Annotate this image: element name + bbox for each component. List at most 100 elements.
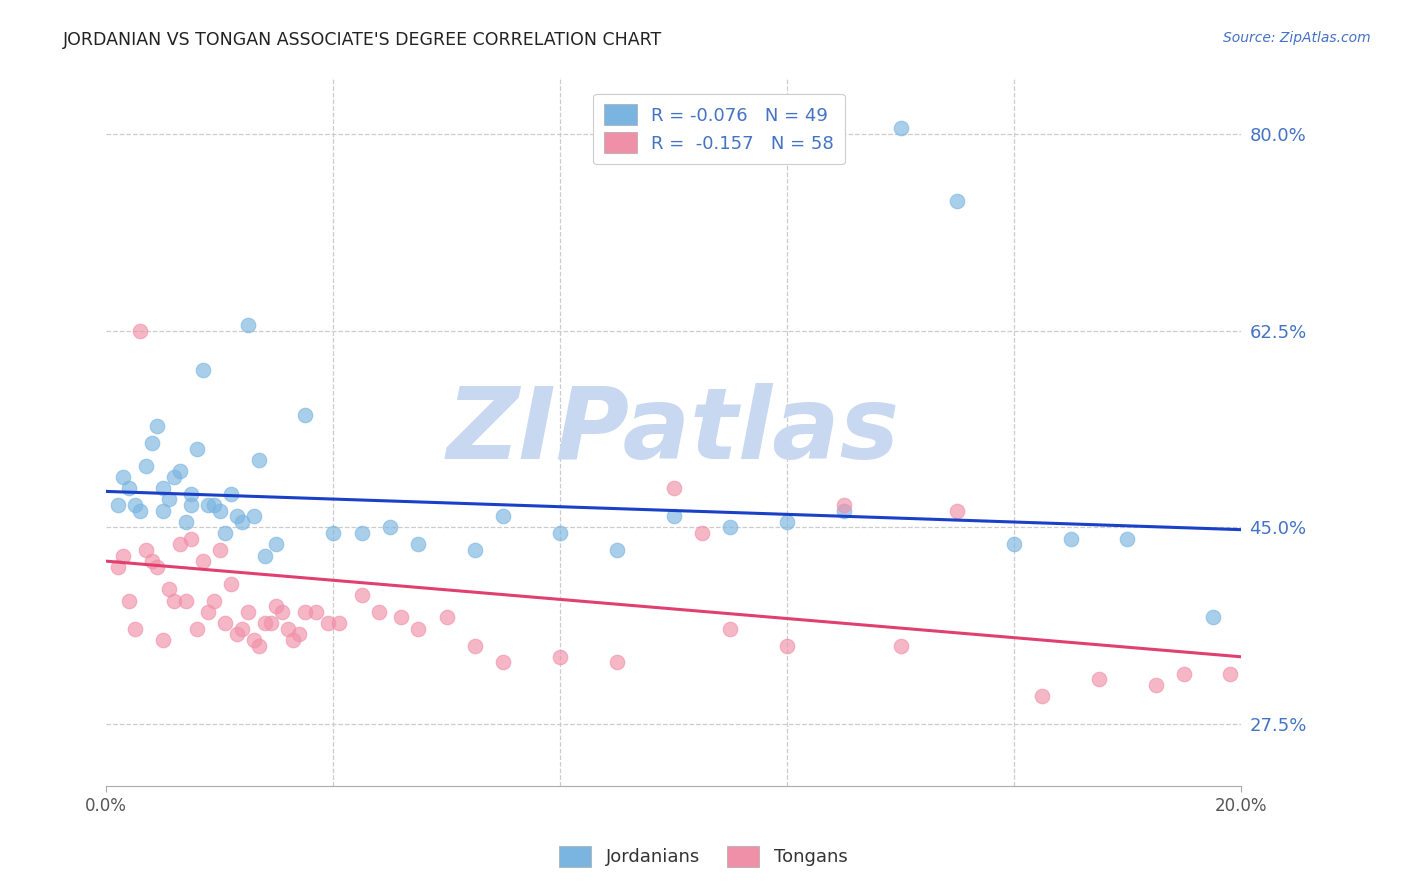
Point bbox=[163, 470, 186, 484]
Point bbox=[406, 537, 429, 551]
Point bbox=[225, 509, 247, 524]
Point bbox=[163, 593, 186, 607]
Point bbox=[180, 532, 202, 546]
Point bbox=[214, 615, 236, 630]
Point bbox=[277, 622, 299, 636]
Point bbox=[350, 588, 373, 602]
Point bbox=[260, 615, 283, 630]
Point bbox=[236, 318, 259, 332]
Point bbox=[1201, 610, 1223, 624]
Point bbox=[266, 599, 288, 614]
Point bbox=[1116, 532, 1139, 546]
Point bbox=[832, 498, 855, 512]
Point bbox=[1002, 537, 1025, 551]
Point bbox=[288, 627, 311, 641]
Point bbox=[208, 542, 231, 557]
Point bbox=[464, 639, 486, 653]
Point bbox=[946, 503, 969, 517]
Point bbox=[305, 605, 328, 619]
Point bbox=[776, 515, 799, 529]
Point bbox=[367, 605, 389, 619]
Point bbox=[186, 622, 208, 636]
Point bbox=[350, 526, 373, 541]
Point bbox=[202, 498, 225, 512]
Point bbox=[146, 559, 169, 574]
Point bbox=[606, 656, 628, 670]
Point bbox=[231, 622, 253, 636]
Point bbox=[186, 442, 208, 456]
Point bbox=[328, 615, 350, 630]
Point bbox=[157, 492, 180, 507]
Point bbox=[1088, 673, 1111, 687]
Point bbox=[219, 576, 242, 591]
Point bbox=[606, 542, 628, 557]
Point bbox=[191, 363, 214, 377]
Point bbox=[124, 498, 146, 512]
Point bbox=[1219, 666, 1241, 681]
Point bbox=[208, 503, 231, 517]
Point bbox=[389, 610, 412, 624]
Point bbox=[378, 520, 401, 534]
Point bbox=[1031, 689, 1053, 703]
Point bbox=[548, 526, 571, 541]
Point bbox=[236, 605, 259, 619]
Point bbox=[112, 470, 135, 484]
Point bbox=[249, 639, 271, 653]
Point bbox=[548, 649, 571, 664]
Point bbox=[146, 419, 169, 434]
Point bbox=[889, 121, 911, 136]
Point bbox=[316, 615, 339, 630]
Point bbox=[231, 515, 253, 529]
Point bbox=[492, 509, 515, 524]
Point bbox=[322, 526, 344, 541]
Point bbox=[406, 622, 429, 636]
Point bbox=[135, 458, 157, 473]
Point bbox=[266, 537, 288, 551]
Point bbox=[107, 498, 129, 512]
Point bbox=[718, 622, 741, 636]
Point bbox=[242, 632, 264, 647]
Point bbox=[219, 486, 242, 500]
Point bbox=[180, 486, 202, 500]
Point bbox=[225, 627, 247, 641]
Point bbox=[271, 605, 294, 619]
Point bbox=[436, 610, 458, 624]
Point bbox=[946, 194, 969, 209]
Point bbox=[202, 593, 225, 607]
Point bbox=[294, 605, 316, 619]
Point bbox=[169, 464, 191, 478]
Point bbox=[174, 593, 197, 607]
Point bbox=[141, 436, 163, 450]
Point bbox=[152, 503, 174, 517]
Point bbox=[832, 503, 855, 517]
Point bbox=[718, 520, 741, 534]
Point bbox=[118, 593, 141, 607]
Point bbox=[492, 656, 515, 670]
Point bbox=[191, 554, 214, 568]
Point bbox=[294, 408, 316, 422]
Point bbox=[141, 554, 163, 568]
Point bbox=[169, 537, 191, 551]
Point bbox=[124, 622, 146, 636]
Legend: Jordanians, Tongans: Jordanians, Tongans bbox=[551, 838, 855, 874]
Point bbox=[129, 503, 152, 517]
Legend: R = -0.076   N = 49, R =  -0.157   N = 58: R = -0.076 N = 49, R = -0.157 N = 58 bbox=[593, 94, 845, 164]
Point bbox=[174, 515, 197, 529]
Point bbox=[214, 526, 236, 541]
Point bbox=[249, 453, 271, 467]
Text: Source: ZipAtlas.com: Source: ZipAtlas.com bbox=[1223, 31, 1371, 45]
Text: ZIPatlas: ZIPatlas bbox=[447, 384, 900, 480]
Point bbox=[197, 498, 219, 512]
Text: JORDANIAN VS TONGAN ASSOCIATE'S DEGREE CORRELATION CHART: JORDANIAN VS TONGAN ASSOCIATE'S DEGREE C… bbox=[63, 31, 662, 49]
Point bbox=[135, 542, 157, 557]
Point bbox=[1173, 666, 1195, 681]
Point bbox=[254, 615, 277, 630]
Point bbox=[1144, 678, 1167, 692]
Point bbox=[242, 509, 264, 524]
Point bbox=[107, 559, 129, 574]
Point bbox=[197, 605, 219, 619]
Point bbox=[662, 481, 685, 495]
Point bbox=[118, 481, 141, 495]
Point bbox=[776, 639, 799, 653]
Point bbox=[690, 526, 713, 541]
